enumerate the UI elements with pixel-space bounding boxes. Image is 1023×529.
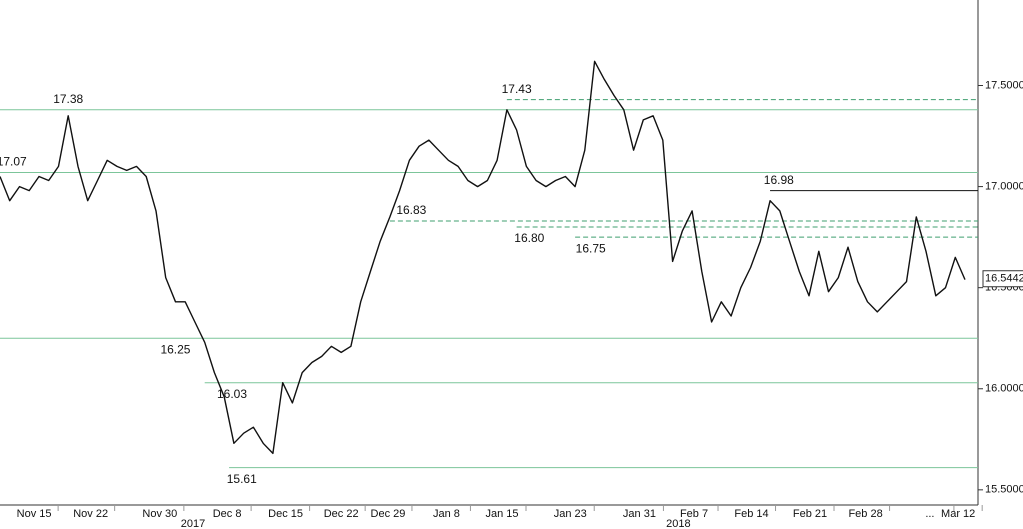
- level-label: 15.61: [227, 472, 257, 486]
- level-label: 17.43: [502, 82, 532, 96]
- x-tick-label: Jan 31: [623, 508, 656, 520]
- level-label: 16.83: [396, 203, 426, 217]
- x-tick-label: Feb 28: [848, 508, 882, 520]
- last-price-box: [982, 270, 1023, 288]
- level-label: 16.25: [160, 342, 190, 356]
- year-label: 2018: [666, 518, 690, 529]
- x-tick-label: Nov 30: [142, 508, 177, 520]
- x-tick-label: Feb 14: [734, 508, 768, 520]
- y-tick-label: 17.5000: [985, 79, 1023, 91]
- x-tick-label: Dec 22: [324, 508, 359, 520]
- x-tick-label: Dec 8: [213, 508, 242, 520]
- y-tick-label: 17.0000: [985, 181, 1023, 193]
- x-tick-label: Dec 15: [268, 508, 303, 520]
- x-tick-label: Feb 7: [680, 508, 708, 520]
- price-line: [0, 60, 966, 455]
- x-tick-label: ...: [925, 508, 934, 520]
- level-label: 16.75: [576, 241, 606, 255]
- x-tick-label: Feb 21: [793, 508, 827, 520]
- level-label: 17.07: [0, 155, 27, 169]
- last-price-label: 16.5442: [985, 273, 1023, 285]
- y-tick-label: 15.5000: [985, 484, 1023, 496]
- year-label: 2017: [181, 518, 205, 529]
- y-tick-label: 16.0000: [985, 383, 1023, 395]
- level-label: 17.38: [53, 92, 83, 106]
- x-tick-label: Dec 29: [371, 508, 406, 520]
- x-tick-label: Nov 15: [17, 508, 52, 520]
- level-label: 16.80: [514, 231, 544, 245]
- level-label: 16.98: [764, 173, 794, 187]
- x-tick-label: Jan 23: [554, 508, 587, 520]
- x-tick-label: Mar 12: [941, 508, 975, 520]
- x-tick-label: Jan 8: [433, 508, 460, 520]
- x-tick-label: Nov 22: [73, 508, 108, 520]
- x-tick-label: Jan 15: [485, 508, 518, 520]
